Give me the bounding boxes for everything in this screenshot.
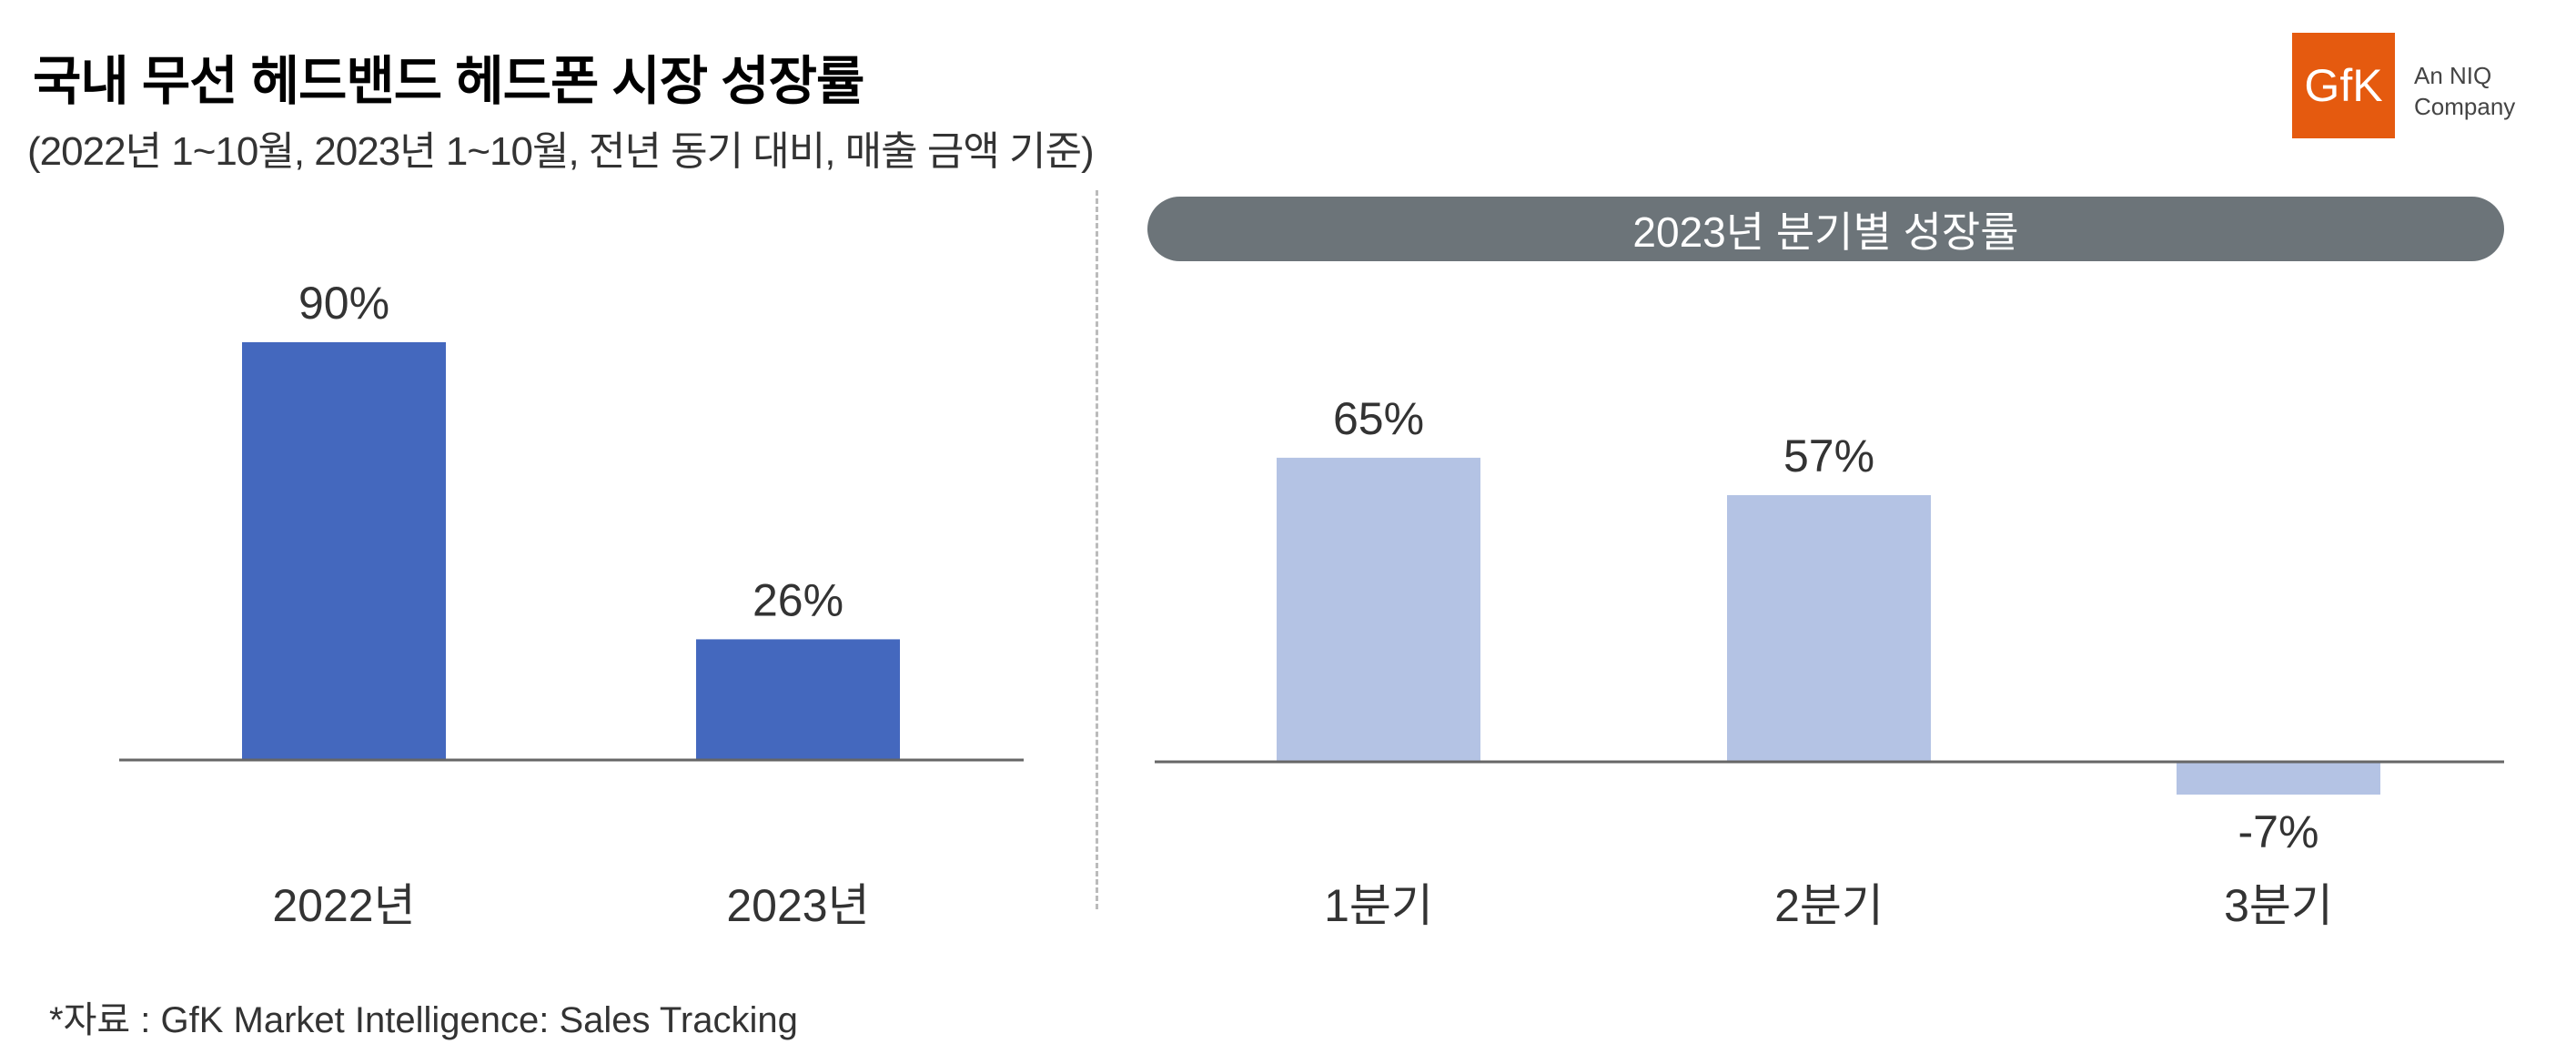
x-tick-label: 2022년 [272, 880, 415, 931]
x-tick-label: 3분기 [2224, 880, 2333, 931]
bar-1분기 [1277, 457, 1480, 762]
bar-2분기 [1727, 495, 1931, 762]
data-label: 90% [298, 278, 389, 329]
x-tick-label: 1분기 [1324, 880, 1433, 931]
bar-2023년 [696, 639, 900, 760]
x-tick-label: 2분기 [1774, 880, 1884, 931]
chart-divider [1096, 190, 1098, 909]
page-subtitle: (2022년 1~10월, 2023년 1~10월, 전년 동기 대비, 매출 … [27, 129, 1095, 174]
page-title: 국내 무선 헤드밴드 헤드폰 시장 성장률 [33, 52, 864, 111]
data-label: 65% [1333, 393, 1424, 444]
logo-tagline: An NIQ Company [2414, 60, 2515, 122]
x-tick-label: 2023년 [726, 880, 869, 931]
data-label: -7% [2238, 806, 2319, 857]
data-label: 26% [753, 574, 844, 625]
logo-tagline-line2: Company [2414, 93, 2516, 120]
quarterly-chart-title: 2023년 분기별 성장률 [1147, 197, 2504, 261]
gfk-logo: GfK [2292, 33, 2395, 138]
data-label: 57% [1783, 431, 1874, 481]
logo-brand: GfK [2304, 60, 2383, 111]
logo-tagline-line1: An NIQ [2414, 62, 2492, 89]
bar-2022년 [242, 342, 446, 760]
source-footnote: *자료 : GfK Market Intelligence: Sales Tra… [49, 1000, 798, 1040]
bar-3분기 [2177, 762, 2380, 795]
